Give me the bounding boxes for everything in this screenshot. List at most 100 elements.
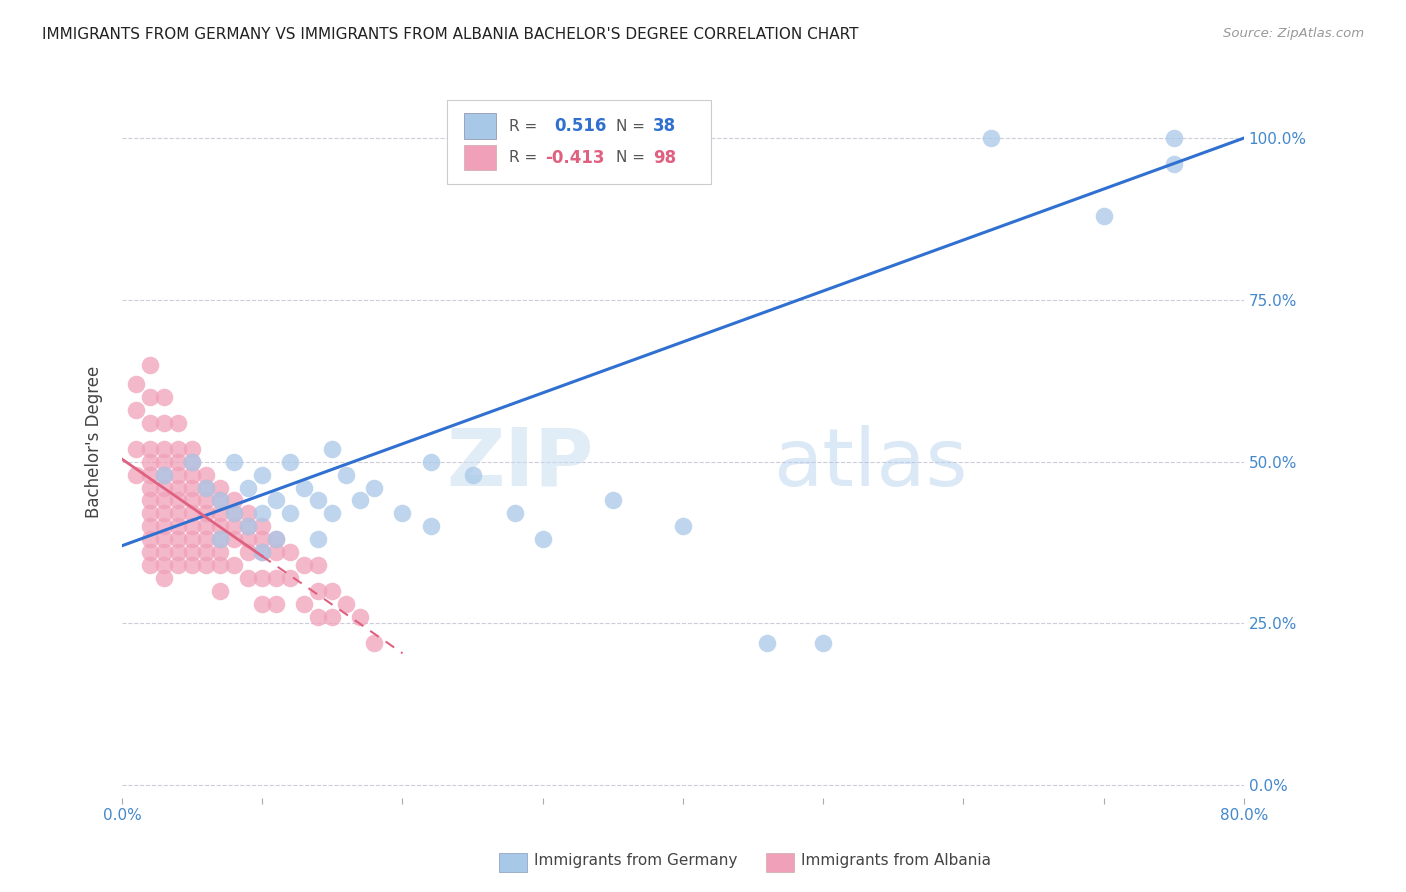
Point bbox=[419, 519, 441, 533]
Y-axis label: Bachelor's Degree: Bachelor's Degree bbox=[86, 366, 103, 518]
Point bbox=[1163, 157, 1185, 171]
Point bbox=[252, 571, 274, 585]
Point bbox=[139, 455, 162, 469]
Point bbox=[349, 493, 371, 508]
Point bbox=[238, 571, 260, 585]
Point bbox=[181, 545, 204, 559]
Point bbox=[811, 636, 834, 650]
Point bbox=[238, 519, 260, 533]
Point bbox=[181, 507, 204, 521]
Text: IMMIGRANTS FROM GERMANY VS IMMIGRANTS FROM ALBANIA BACHELOR'S DEGREE CORRELATION: IMMIGRANTS FROM GERMANY VS IMMIGRANTS FR… bbox=[42, 27, 859, 42]
Point bbox=[209, 481, 232, 495]
Point bbox=[195, 481, 218, 495]
Point bbox=[181, 493, 204, 508]
Point bbox=[363, 636, 385, 650]
Point bbox=[209, 545, 232, 559]
Point bbox=[278, 455, 301, 469]
Point bbox=[531, 533, 554, 547]
Point bbox=[363, 481, 385, 495]
Point bbox=[167, 467, 190, 482]
Point bbox=[167, 481, 190, 495]
Point bbox=[195, 467, 218, 482]
Point bbox=[167, 519, 190, 533]
Point bbox=[167, 416, 190, 430]
Point bbox=[181, 519, 204, 533]
Point bbox=[209, 558, 232, 573]
Point bbox=[195, 558, 218, 573]
Text: 98: 98 bbox=[652, 149, 676, 167]
Point bbox=[980, 131, 1002, 145]
Point bbox=[181, 467, 204, 482]
Point bbox=[209, 519, 232, 533]
Point bbox=[181, 481, 204, 495]
Point bbox=[335, 467, 357, 482]
Point bbox=[335, 597, 357, 611]
Point bbox=[153, 493, 176, 508]
Point bbox=[252, 545, 274, 559]
Text: ZIP: ZIP bbox=[446, 425, 593, 502]
Point bbox=[266, 533, 288, 547]
Point bbox=[167, 558, 190, 573]
Point bbox=[209, 493, 232, 508]
Point bbox=[195, 507, 218, 521]
Point bbox=[292, 558, 315, 573]
Point bbox=[139, 442, 162, 456]
Point bbox=[224, 507, 246, 521]
Point bbox=[252, 597, 274, 611]
Point bbox=[209, 584, 232, 599]
Point bbox=[278, 545, 301, 559]
Point bbox=[756, 636, 779, 650]
Point bbox=[461, 467, 484, 482]
Point bbox=[153, 519, 176, 533]
Point bbox=[238, 545, 260, 559]
Point bbox=[278, 571, 301, 585]
Point bbox=[181, 442, 204, 456]
Point bbox=[167, 442, 190, 456]
Point bbox=[125, 376, 148, 391]
Bar bbox=[464, 145, 495, 170]
Point bbox=[209, 533, 232, 547]
Point bbox=[125, 442, 148, 456]
Point bbox=[153, 507, 176, 521]
Point bbox=[307, 610, 329, 624]
Point bbox=[153, 390, 176, 404]
Point bbox=[307, 493, 329, 508]
Point bbox=[153, 533, 176, 547]
Point bbox=[252, 545, 274, 559]
Point bbox=[139, 519, 162, 533]
Point bbox=[292, 597, 315, 611]
Point bbox=[209, 493, 232, 508]
Point bbox=[139, 545, 162, 559]
Point bbox=[266, 597, 288, 611]
Point bbox=[224, 558, 246, 573]
Text: Immigrants from Albania: Immigrants from Albania bbox=[801, 854, 991, 868]
Point bbox=[224, 455, 246, 469]
Point bbox=[139, 467, 162, 482]
Point bbox=[1163, 131, 1185, 145]
Point bbox=[224, 533, 246, 547]
Point bbox=[224, 507, 246, 521]
Text: -0.413: -0.413 bbox=[546, 149, 605, 167]
Text: Source: ZipAtlas.com: Source: ZipAtlas.com bbox=[1223, 27, 1364, 40]
Text: N =: N = bbox=[616, 150, 644, 165]
Point bbox=[602, 493, 624, 508]
Text: 0.516: 0.516 bbox=[554, 117, 606, 136]
Point bbox=[321, 610, 343, 624]
Point bbox=[181, 558, 204, 573]
Point bbox=[153, 545, 176, 559]
Point bbox=[252, 533, 274, 547]
Point bbox=[307, 533, 329, 547]
Point bbox=[224, 493, 246, 508]
Point bbox=[153, 481, 176, 495]
Point bbox=[391, 507, 413, 521]
Text: R =: R = bbox=[509, 119, 537, 134]
Text: Immigrants from Germany: Immigrants from Germany bbox=[534, 854, 738, 868]
Point bbox=[167, 533, 190, 547]
Point bbox=[153, 467, 176, 482]
Point bbox=[167, 493, 190, 508]
Point bbox=[195, 481, 218, 495]
Point bbox=[321, 507, 343, 521]
Point bbox=[153, 455, 176, 469]
Point bbox=[167, 507, 190, 521]
Point bbox=[153, 416, 176, 430]
